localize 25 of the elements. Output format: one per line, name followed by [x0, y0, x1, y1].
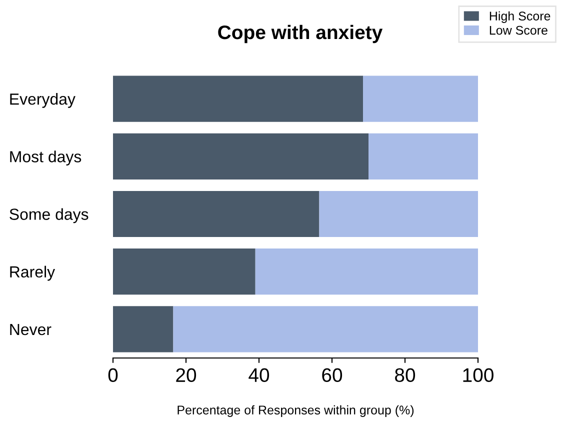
bar	[368, 133, 478, 180]
bar	[319, 190, 478, 238]
y-tick-label: Rarely	[10, 266, 56, 281]
legend-label: High Score	[490, 11, 550, 23]
bar	[363, 76, 478, 122]
bar	[113, 190, 320, 238]
bar	[113, 306, 174, 352]
legend-label: Low Score	[490, 26, 548, 35]
y-tick-label: Some days	[10, 208, 88, 224]
x-tick-label: 40	[248, 368, 270, 382]
x-axis-title: Percentage of Responses within group (%)	[178, 405, 414, 417]
bar	[113, 248, 256, 295]
y-tick-label: Most days	[10, 150, 82, 166]
bar	[173, 306, 478, 352]
x-tick-label: 0	[108, 368, 118, 382]
x-tick-label: 100	[463, 368, 494, 382]
x-tick-label: 60	[322, 368, 342, 382]
chart-title: Cope with anxiety	[218, 24, 383, 44]
x-tick-label: 80	[395, 368, 416, 382]
y-tick-label: Never	[10, 324, 52, 336]
x-tick-label: 20	[176, 368, 196, 382]
y-tick-label: Everyday	[10, 93, 76, 108]
bar	[113, 133, 368, 180]
bar	[255, 248, 478, 295]
bar	[113, 76, 364, 122]
